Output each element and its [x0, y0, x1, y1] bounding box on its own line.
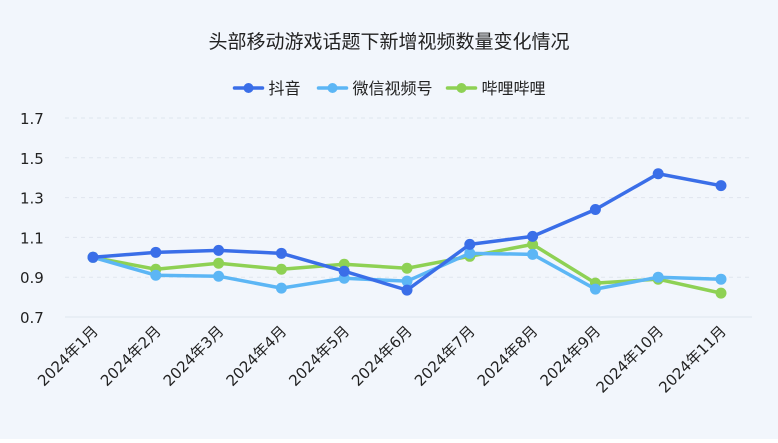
data-point [213, 244, 225, 256]
data-point [213, 257, 225, 269]
legend-swatch-marker [243, 83, 254, 93]
x-axis-ticks: 2024年1月2024年2月2024年3月2024年4月2024年5月2024年… [34, 322, 730, 396]
legend-item: 哔哩哔哩 [445, 79, 546, 98]
data-point [464, 247, 476, 259]
x-tick-label: 2024年3月 [160, 322, 228, 390]
data-point [715, 273, 727, 285]
data-point [275, 247, 287, 259]
y-tick-label: 0.9 [20, 269, 44, 287]
x-tick-label: 2024年4月 [223, 322, 291, 390]
y-tick-label: 1.7 [20, 110, 44, 128]
data-point [275, 263, 287, 275]
data-point [715, 180, 727, 192]
legend-swatch-marker [456, 83, 467, 93]
x-tick-label: 2024年9月 [537, 322, 605, 390]
data-point [589, 204, 601, 216]
series-layer [87, 168, 727, 299]
data-point [527, 248, 539, 260]
data-point [464, 238, 476, 250]
x-tick-label: 2024年8月 [474, 322, 542, 390]
data-point [715, 287, 727, 299]
x-tick-label: 2024年1月 [34, 322, 102, 390]
data-point [527, 238, 539, 250]
x-tick-label: 2024年5月 [285, 322, 353, 390]
data-point [401, 284, 413, 296]
x-tick-label: 2024年7月 [411, 322, 479, 390]
legend-label: 微信视频号 [353, 79, 433, 98]
data-point [275, 282, 287, 294]
series-group [87, 168, 727, 296]
chart-title: 头部移动游戏话题下新增视频数量变化情况 [208, 31, 569, 53]
x-tick-label: 2024年2月 [97, 322, 165, 390]
y-tick-label: 0.7 [20, 309, 44, 327]
data-point [401, 262, 413, 274]
y-tick-label: 1.3 [20, 190, 44, 208]
y-axis-ticks: 0.7 0.9 1.1 1.3 1.5 1.7 [20, 110, 44, 327]
data-point [150, 269, 162, 281]
data-point [87, 251, 99, 263]
data-point [527, 230, 539, 242]
data-point [213, 270, 225, 282]
x-tick-label: 2024年6月 [348, 322, 416, 390]
legend-item: 抖音 [232, 79, 301, 98]
data-point [150, 246, 162, 258]
x-tick-label: 2024年11月 [655, 322, 729, 396]
y-tick-label: 1.5 [20, 150, 44, 168]
data-point [652, 168, 664, 180]
legend-label: 抖音 [269, 79, 301, 98]
y-tick-label: 1.1 [20, 229, 44, 247]
data-point [652, 271, 664, 283]
legend-swatch-marker [327, 83, 338, 93]
legend-item: 微信视频号 [316, 79, 433, 98]
data-point [338, 265, 350, 277]
data-point [401, 275, 413, 287]
data-point [589, 283, 601, 295]
legend: 抖音 微信视频号 哔哩哔哩 [232, 79, 546, 98]
legend-label: 哔哩哔哩 [482, 79, 546, 98]
